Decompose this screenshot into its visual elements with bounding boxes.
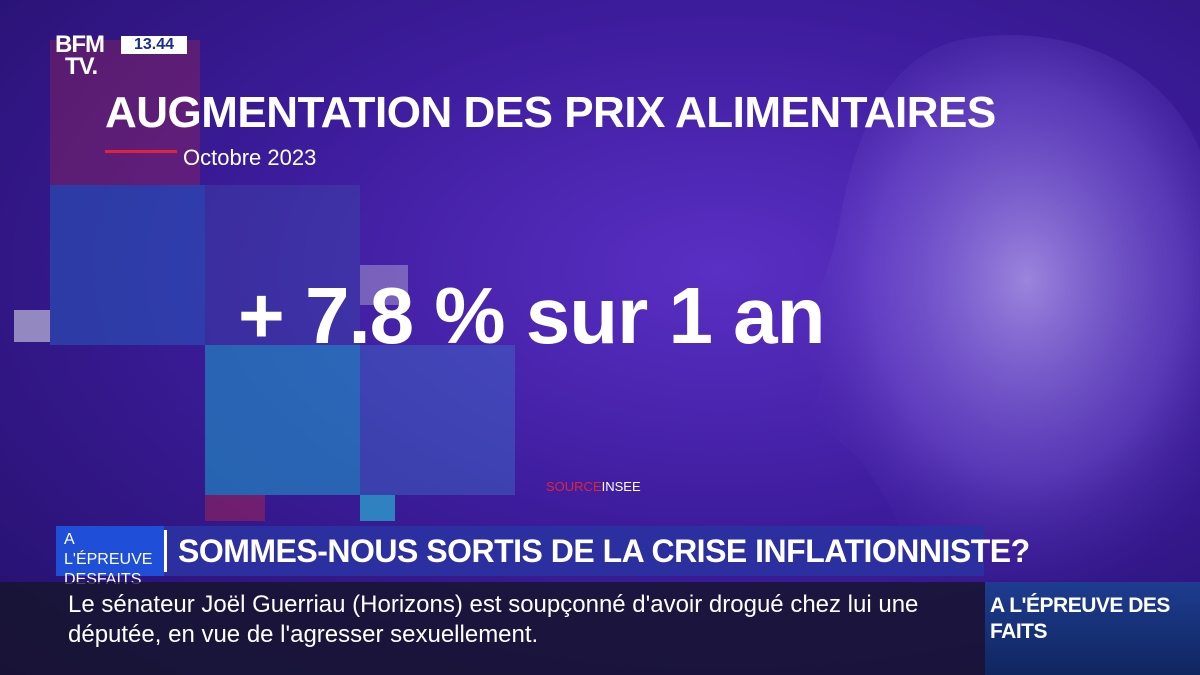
- side-panel-label: A L'ÉPREUVE DES FAITS: [990, 594, 1170, 643]
- question-banner: [164, 526, 984, 576]
- mosaic-tile: [360, 345, 515, 495]
- mosaic-tile: [205, 345, 360, 495]
- mosaic-tile: [205, 495, 265, 521]
- channel-logo: BFM TV.: [55, 31, 105, 80]
- logo-line1: BFM: [55, 31, 105, 58]
- ticker-text: Le sénateur Joël Guerriau (Horizons) est…: [68, 591, 919, 648]
- graphic-headline: AUGMENTATION DES PRIX ALIMENTAIRES: [105, 88, 996, 137]
- side-panel: [985, 582, 1200, 675]
- banner-divider: [164, 530, 167, 572]
- face-silhouette-image: [789, 35, 1200, 580]
- accent-line: [105, 150, 177, 153]
- clock-badge: 13.44: [121, 36, 187, 54]
- mosaic-tile: [205, 185, 360, 345]
- logo-line2: TV.: [65, 53, 98, 80]
- mosaic-tile: [50, 185, 205, 345]
- banner-question: SOMMES-NOUS SORTIS DE LA CRISE INFLATION…: [178, 533, 1030, 569]
- source-value: INSEE: [601, 479, 641, 494]
- news-ticker: [0, 582, 985, 675]
- mosaic-tile: [14, 310, 50, 342]
- source-label: SOURCE: [546, 479, 602, 494]
- mosaic-tile: [50, 40, 200, 185]
- program-tag-line1: A L'ÉPREUVE: [64, 531, 153, 568]
- program-tag: A L'ÉPREUVE DESFAITS: [56, 526, 164, 588]
- graphic-subtitle: Octobre 2023: [183, 145, 317, 170]
- key-statistic: + 7.8 % sur 1 an: [238, 271, 826, 360]
- mosaic-tile: [360, 265, 408, 305]
- mosaic-tile: [360, 495, 395, 521]
- source-credit: SOURCEINSEE: [546, 479, 641, 494]
